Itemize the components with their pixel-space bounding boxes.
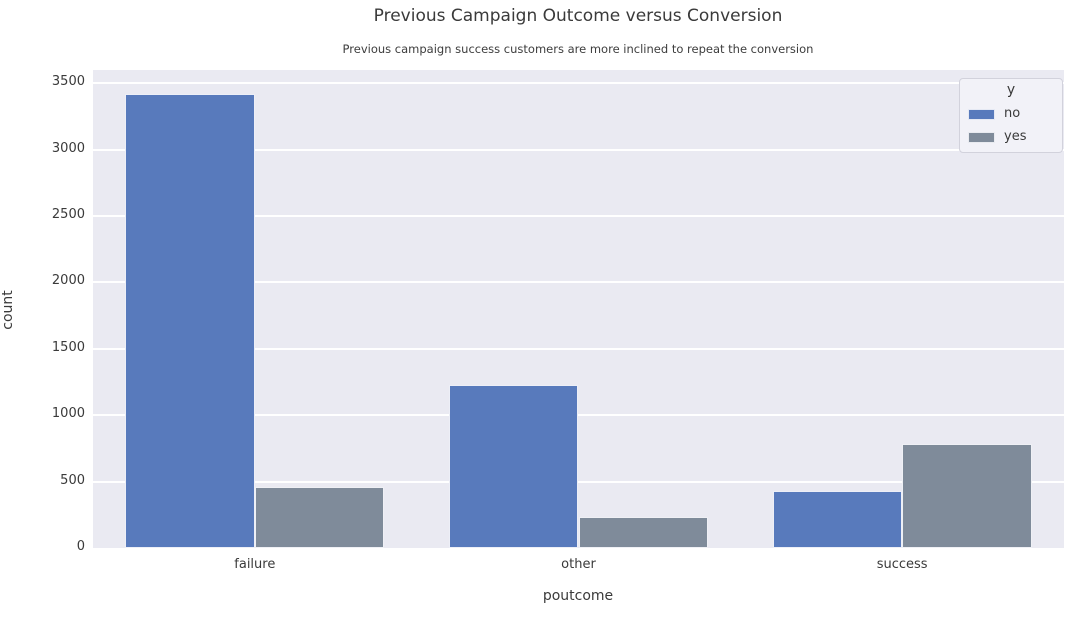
gridline-2000 <box>93 281 1064 284</box>
bar-failure-no <box>125 93 255 548</box>
x-tick-label-success: success <box>876 557 928 572</box>
y-tick-label-500: 500 <box>60 472 85 488</box>
legend-entry-no: no <box>968 107 1054 121</box>
y-tick-label-3500: 3500 <box>51 74 85 90</box>
chart-subtitle: Previous campaign success customers are … <box>342 42 814 56</box>
legend-entry-yes: yes <box>968 130 1054 144</box>
bar-failure-yes <box>254 486 385 548</box>
x-tick-label-failure: failure <box>234 557 276 572</box>
gridline-500 <box>93 480 1064 483</box>
x-tick-label-other: other <box>561 557 596 572</box>
y-tick-label-2500: 2500 <box>51 207 85 223</box>
gridline-2500 <box>93 215 1064 218</box>
legend-label-no: no <box>1004 106 1021 121</box>
y-tick-label-3000: 3000 <box>51 140 85 156</box>
y-tick-label-2000: 2000 <box>51 273 85 289</box>
legend-title: y <box>1006 82 1016 98</box>
gridline-3000 <box>93 148 1064 151</box>
x-axis-label: poutcome <box>542 588 614 604</box>
legend-label-yes: yes <box>1004 129 1027 144</box>
gridline-3500 <box>93 82 1064 85</box>
y-tick-label-1000: 1000 <box>51 406 85 422</box>
gridline-1000 <box>93 414 1064 417</box>
legend: y no yes <box>959 78 1063 153</box>
bar-success-no <box>772 490 903 548</box>
bar-other-no <box>449 384 579 548</box>
chart-title: Previous Campaign Outcome versus Convers… <box>373 6 783 26</box>
legend-swatch-no <box>968 108 995 120</box>
bar-success-yes <box>902 444 1032 548</box>
legend-swatch-yes <box>968 131 995 143</box>
plot-area <box>93 70 1064 548</box>
y-tick-label-0: 0 <box>76 539 85 554</box>
y-tick-label-1500: 1500 <box>51 339 85 355</box>
gridline-1500 <box>93 347 1064 350</box>
bar-other-yes <box>578 517 708 548</box>
